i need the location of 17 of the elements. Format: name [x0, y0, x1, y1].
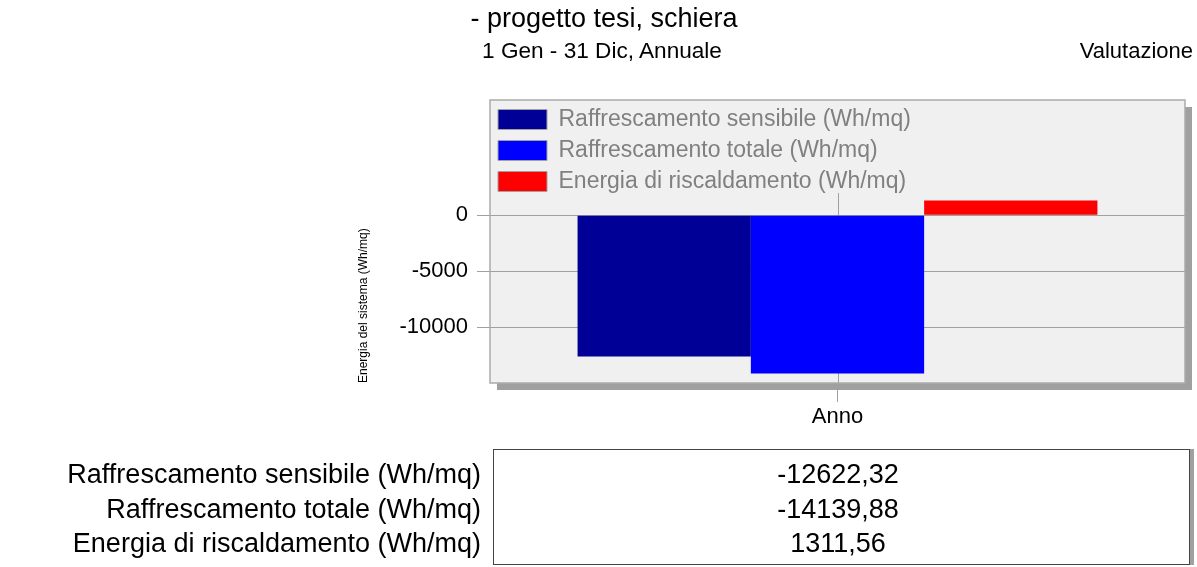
text: Valutazione: [1079, 38, 1193, 63]
legend-label: Energia di riscaldamento (Wh/mq): [558, 166, 907, 193]
y-tick-label: -10000: [399, 313, 468, 339]
y-axis-title: Energia del sistema (Wh/mq): [355, 228, 370, 383]
text: 1311,56: [789, 527, 887, 560]
text: -14139,88: [776, 492, 900, 526]
legend-label: Raffrescamento totale (Wh/mq): [558, 135, 878, 162]
text: Energia di riscaldamento (Wh/mq): [71, 527, 481, 560]
y-tick-label: -5000: [411, 257, 468, 283]
text: -12622,32: [776, 458, 900, 491]
y-tick-label: 0: [455, 201, 468, 227]
legend-label: Raffrescamento sensibile (Wh/mq): [558, 104, 911, 131]
text: Raffrescamento sensibile (Wh/mq): [66, 458, 481, 491]
chart-title: - progetto tesi, schiera: [469, 3, 739, 33]
chart-subtitle: 1 Gen - 31 Dic, Annuale: [482, 38, 722, 63]
text: Raffrescamento totale (Wh/mq): [105, 492, 481, 526]
x-tick-label: Anno: [811, 403, 864, 429]
